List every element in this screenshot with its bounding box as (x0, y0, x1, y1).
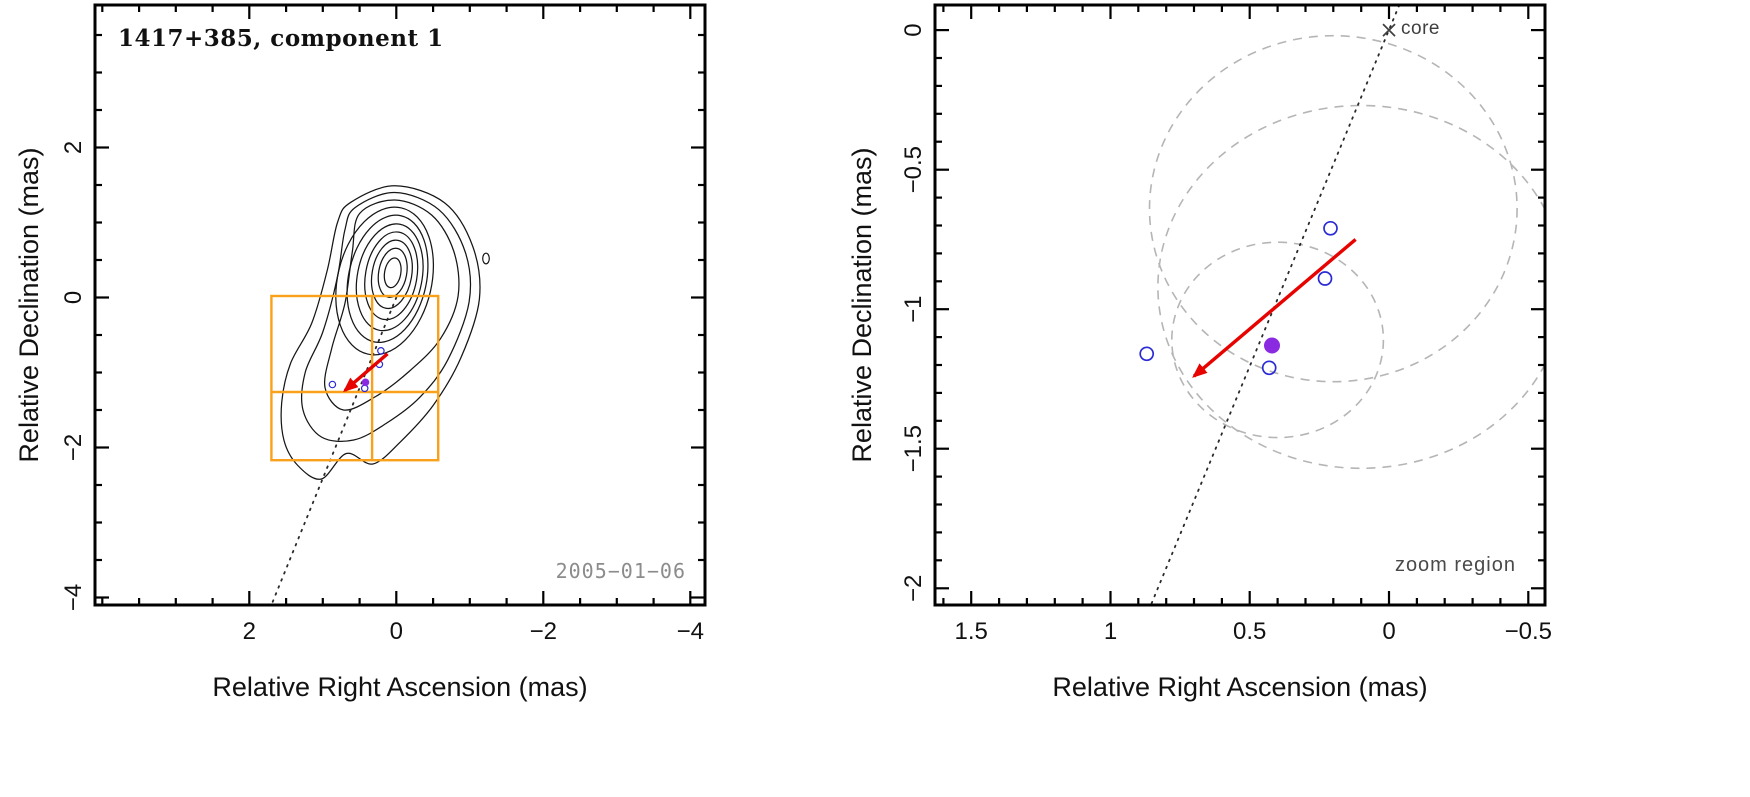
left-y-axis-label: Relative Declination (mas) (14, 147, 44, 463)
x-tick-label: 2 (243, 618, 256, 645)
x-tick-label: 0 (1382, 618, 1395, 645)
y-tick-label: −1.5 (900, 425, 927, 472)
component-open-circle (377, 346, 385, 355)
core-label: core (1401, 18, 1440, 39)
plot-frame (93, 3, 707, 607)
plot-frame (933, 3, 1547, 607)
x-tick-label: 0 (390, 618, 403, 645)
x-tick-label: 1.5 (955, 618, 988, 645)
right-y-axis-label: Relative Declination (mas) (847, 147, 877, 463)
proper-motion-arrow (343, 352, 389, 393)
y-tick-label: 0 (60, 291, 87, 304)
x-tick-label: 1 (1104, 618, 1117, 645)
component-filled-circle (1264, 337, 1280, 354)
left-axes: 2 0 −2 −4 2 0 −2 −4 (60, 3, 707, 645)
contour-line (301, 191, 472, 443)
jet-axis-dotted-line (270, 296, 398, 605)
gaussian-size-ellipse (1157, 104, 1545, 470)
contour-ellipse (335, 206, 435, 356)
component-open-circle (1317, 271, 1333, 286)
contour-ellipse (370, 239, 413, 310)
x-tick-label: −4 (677, 618, 704, 645)
x-tick-label: −2 (530, 618, 557, 645)
contour-speck (482, 252, 490, 265)
y-tick-label: −2 (900, 575, 927, 602)
contour-line (323, 199, 460, 411)
component-open-circle (328, 380, 337, 389)
jet-axis-dotted-line (1150, 5, 1401, 605)
contour-ellipse (383, 257, 402, 289)
contour-ellipse (346, 214, 429, 344)
y-tick-label: 2 (60, 141, 87, 154)
contour-ellipse (364, 231, 419, 321)
y-tick-label: −4 (60, 584, 87, 611)
epoch-date-label: 2005−01−06 (555, 559, 686, 583)
component-open-circle (1139, 346, 1155, 362)
contour-ellipse (377, 247, 408, 298)
proper-motion-arrow (1192, 238, 1357, 378)
contour-line (280, 185, 481, 480)
x-tick-label: 0.5 (1233, 618, 1266, 645)
y-tick-label: −0.5 (900, 146, 927, 193)
component-open-circle (1261, 360, 1277, 376)
right-plot-area (1139, 5, 1545, 605)
right-x-axis-label: Relative Right Ascension (mas) (1052, 672, 1428, 702)
zoom-region-label: zoom region (1394, 554, 1516, 576)
y-tick-label: −2 (60, 434, 87, 461)
left-plot-area (270, 185, 490, 605)
x-tick-label: −0.5 (1505, 618, 1552, 645)
component-open-circle (360, 384, 369, 393)
y-tick-label: −1 (900, 296, 927, 323)
contour-ellipse (355, 223, 424, 332)
component-filled-circle (361, 378, 370, 387)
zoom-region-box (270, 294, 440, 462)
gaussian-size-ellipse (1148, 34, 1518, 383)
right-axes: 1.5 1 0.5 0 −0.5 0 −0.5 −1 −1.5 −2 (900, 3, 1552, 645)
left-x-axis-label: Relative Right Ascension (mas) (212, 672, 588, 702)
gaussian-size-ellipse (1170, 241, 1385, 439)
y-tick-label: 0 (900, 23, 927, 36)
component-open-circle (1323, 220, 1338, 236)
core-cross-marker (1382, 23, 1396, 37)
source-title: 1417+385, component 1 (118, 25, 444, 52)
